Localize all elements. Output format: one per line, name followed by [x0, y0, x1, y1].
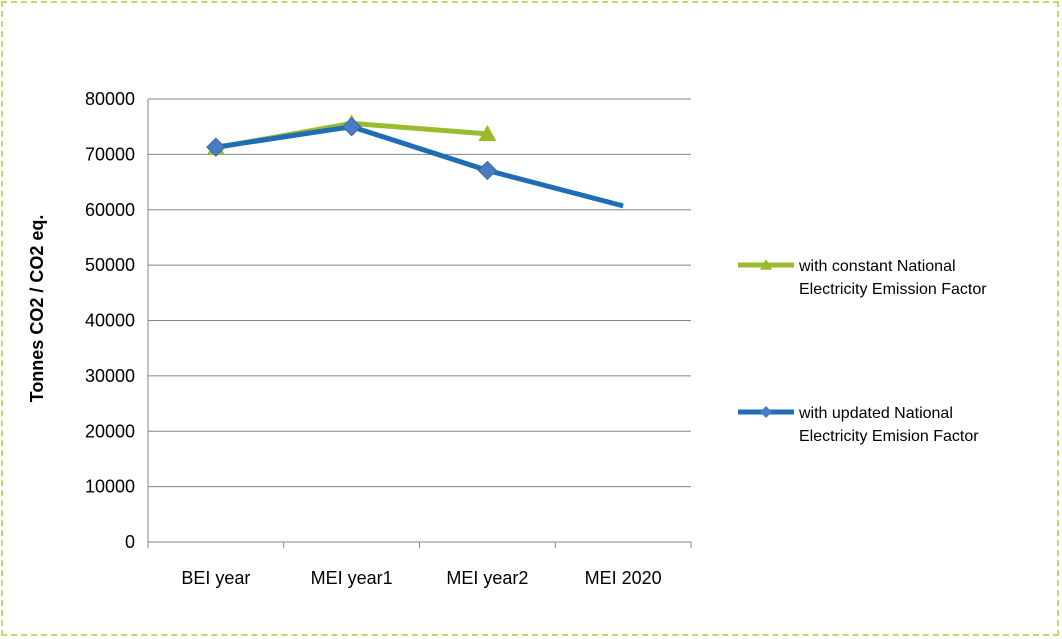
legend-entry: with constant National Electricity Emissi… [738, 258, 987, 298]
series-2 [206, 116, 624, 209]
y-tick-label: 70000 [85, 144, 135, 164]
data-point-diamond [206, 137, 226, 157]
legend-label: with constant National [798, 258, 956, 275]
x-tick-label: MEI year1 [311, 568, 393, 588]
y-tick-label: 60000 [85, 200, 135, 220]
gridlines [147, 98, 692, 548]
y-tick-label: 30000 [85, 366, 135, 386]
legend-label: with updated National [798, 405, 953, 422]
x-tick-label: MEI year2 [446, 568, 528, 588]
x-tick-label: BEI year [181, 568, 250, 588]
data-point-diamond [341, 116, 362, 137]
y-axis-label: Tonnes CO2 / CO2 eq. [27, 215, 47, 403]
series-line [215, 124, 624, 209]
legend: with constant National Electricity Emissi… [738, 258, 987, 445]
series-layer [206, 114, 624, 209]
y-tick-label: 80000 [85, 89, 135, 109]
y-tick-label: 40000 [85, 311, 135, 331]
data-point-diamond [477, 160, 498, 181]
legend-label: Electricity Emission Factor [799, 281, 987, 298]
y-tick-labels: 0 10000 20000 30000 40000 50000 60000 70000 8000… [85, 89, 135, 552]
y-tick-label: 0 [125, 532, 135, 552]
y-tick-label: 50000 [85, 255, 135, 275]
x-tick-label: MEI 2020 [585, 568, 662, 588]
legend-label: Electricity Emision Factor [799, 428, 979, 445]
legend-triangle-icon [760, 259, 772, 270]
y-tick-label: 10000 [85, 477, 135, 497]
legend-diamond-icon [760, 406, 772, 418]
legend-entry: with updated National Electricity Emision… [738, 405, 979, 445]
y-tick-label: 20000 [85, 421, 135, 441]
x-tick-labels: BEI year MEI year1 MEI year2 MEI 2020 [181, 568, 661, 588]
data-point-triangle [478, 124, 497, 142]
